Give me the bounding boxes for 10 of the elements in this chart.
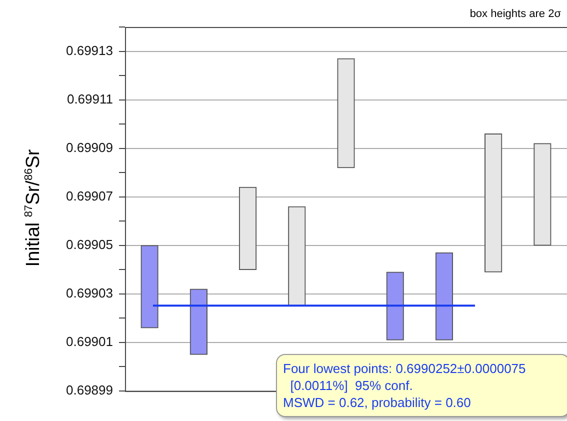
y-tick-label: 0.69899 [66, 382, 113, 398]
y-tick-label: 0.69905 [66, 236, 113, 252]
y-tick-label: 0.69909 [66, 140, 113, 155]
y-tick-label: 0.69903 [66, 286, 113, 301]
y-tick-label: 0.69911 [66, 91, 113, 106]
y-tick-label: 0.69907 [66, 188, 113, 204]
callout-box: Four lowest points: 0.6990252±0.0000075 [0.0011%] 95% conf. MSWD = 0.62, probability = 0.60 [276, 354, 567, 417]
y-tick-label: 0.69913 [66, 42, 113, 58]
text: box heights are 2σ [470, 8, 561, 20]
y-tick-label: 0.69901 [66, 334, 113, 350]
